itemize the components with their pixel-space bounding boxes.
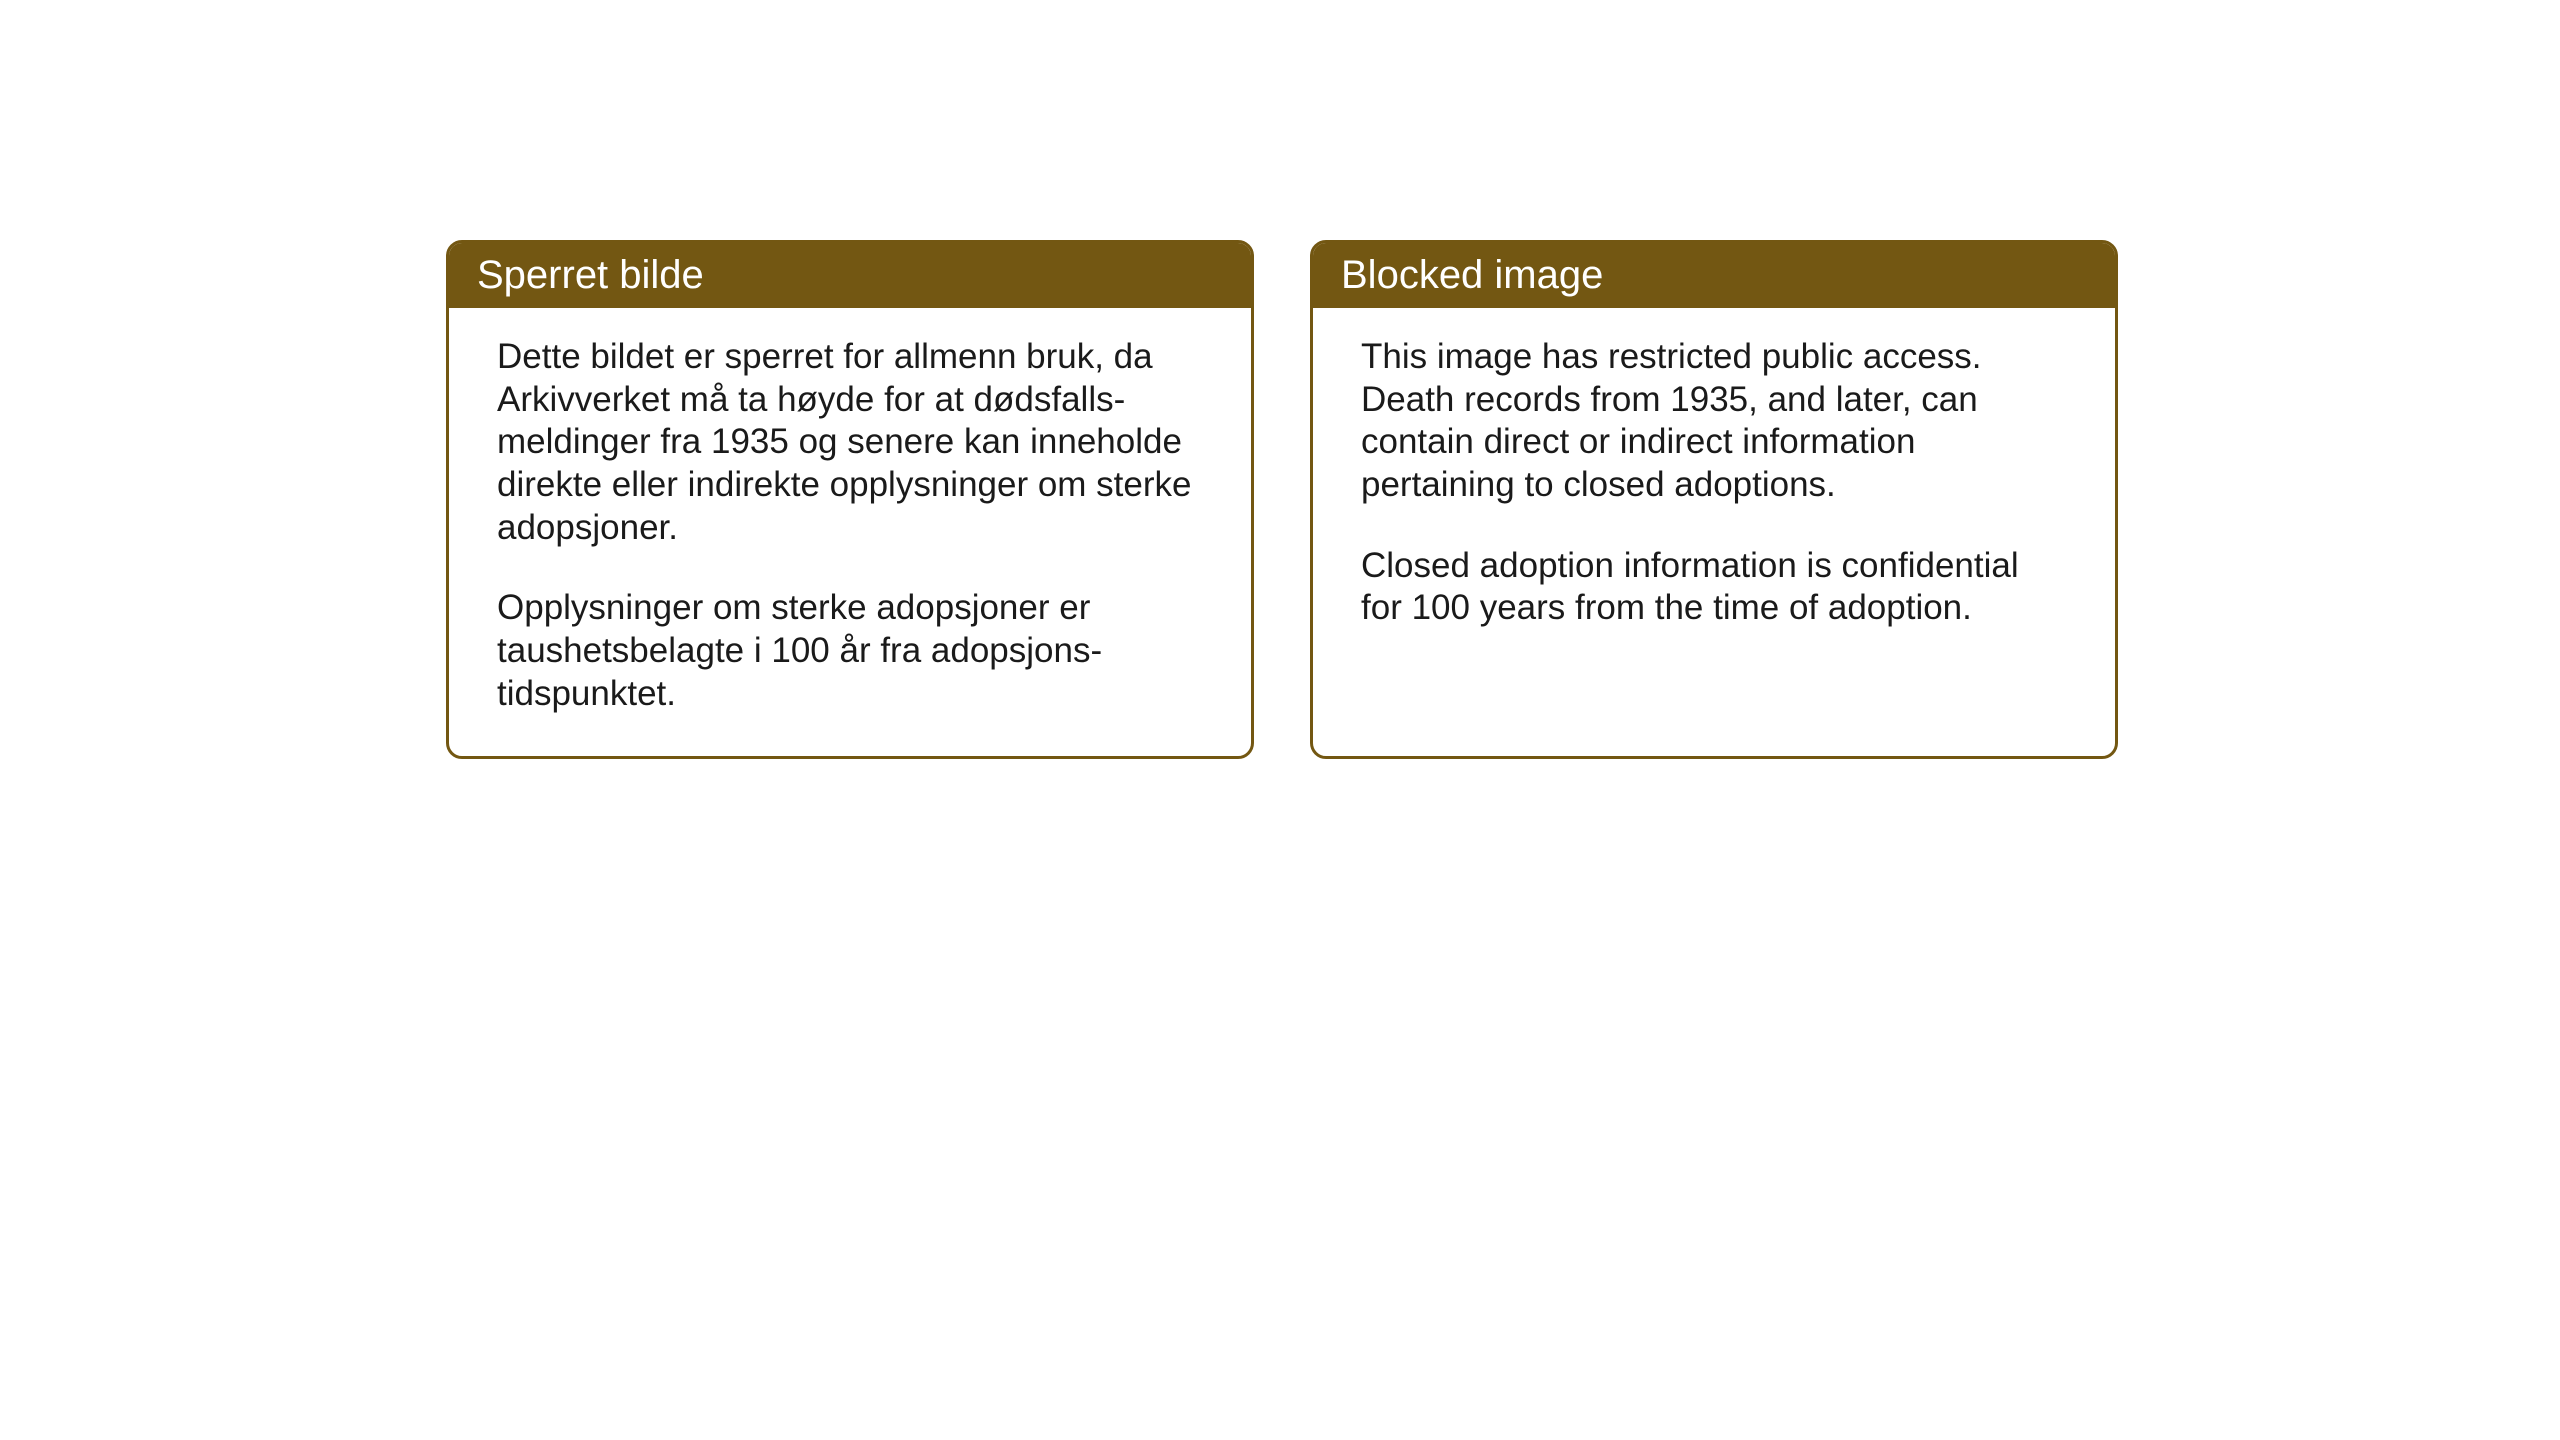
norwegian-notice-card: Sperret bilde Dette bildet er sperret fo… bbox=[446, 240, 1254, 759]
english-card-body: This image has restricted public access.… bbox=[1313, 308, 2115, 746]
norwegian-card-title: Sperret bilde bbox=[449, 243, 1251, 308]
norwegian-paragraph-1: Dette bildet er sperret for allmenn bruk… bbox=[497, 336, 1203, 549]
norwegian-card-body: Dette bildet er sperret for allmenn bruk… bbox=[449, 308, 1251, 756]
english-paragraph-1: This image has restricted public access.… bbox=[1361, 336, 2067, 507]
norwegian-paragraph-2: Opplysninger om sterke adopsjoner er tau… bbox=[497, 587, 1203, 715]
english-notice-card: Blocked image This image has restricted … bbox=[1310, 240, 2118, 759]
english-card-title: Blocked image bbox=[1313, 243, 2115, 308]
english-paragraph-2: Closed adoption information is confident… bbox=[1361, 545, 2067, 630]
notice-container: Sperret bilde Dette bildet er sperret fo… bbox=[446, 240, 2118, 759]
